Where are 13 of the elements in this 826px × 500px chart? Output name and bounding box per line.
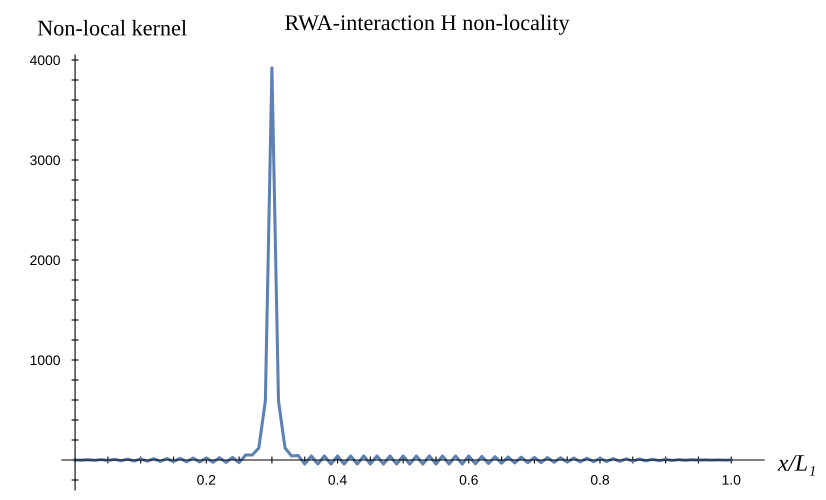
- y-tick-label: 4000: [30, 55, 60, 66]
- y-tick-label: 2000: [30, 255, 60, 266]
- x-tick-label: 0.8: [590, 474, 610, 485]
- y-axis-title: Non-local kernel: [38, 20, 187, 36]
- chart-title: RWA-interaction H non-locality: [285, 14, 570, 35]
- x-tick-label: 1.0: [722, 474, 740, 485]
- x-tick-label: 0.4: [328, 474, 347, 485]
- y-tick-label: 1000: [30, 355, 60, 366]
- x-tick-label: 0.6: [460, 474, 478, 485]
- y-tick-label: 3000: [30, 155, 60, 166]
- line-series: [74, 66, 733, 466]
- x-axis-title: x/L₁: [778, 455, 815, 476]
- x-tick-label: 0.2: [197, 474, 216, 485]
